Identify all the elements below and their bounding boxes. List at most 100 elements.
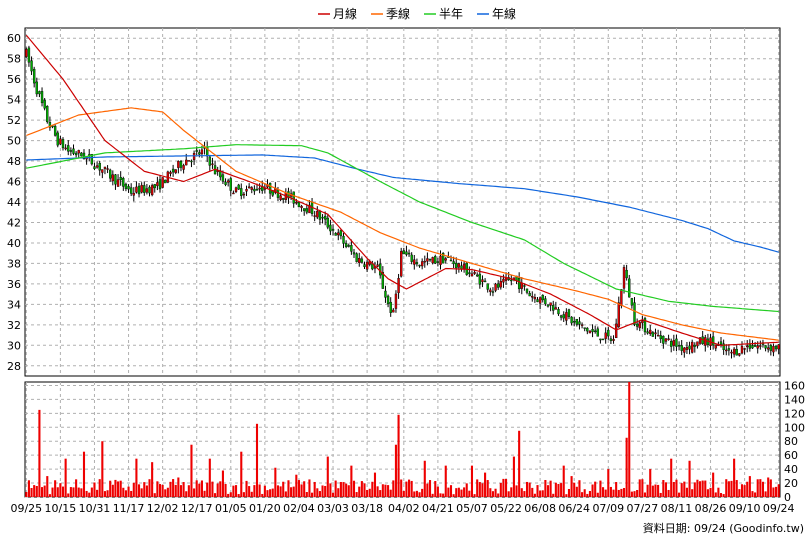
volume-bar <box>510 487 513 497</box>
volume-bar <box>358 486 361 497</box>
price-tick-label: 52 <box>7 114 21 127</box>
volume-bar <box>413 491 416 497</box>
candle-body <box>499 281 502 288</box>
volume-bar <box>622 488 626 497</box>
candle-body <box>426 258 429 262</box>
candle-body <box>654 332 657 335</box>
volume-bar <box>240 451 243 497</box>
volume-bar <box>518 430 521 497</box>
candle-body <box>43 100 46 109</box>
volume-bar <box>717 487 720 497</box>
candle-body <box>255 188 259 191</box>
volume-bar <box>651 485 654 497</box>
volume-bar <box>305 492 308 497</box>
volume-bar <box>33 485 36 497</box>
volume-bar <box>421 488 424 497</box>
volume-bar <box>609 486 612 497</box>
candle-body <box>208 156 212 166</box>
volume-bar <box>117 481 120 497</box>
candle-body <box>727 348 731 351</box>
candle-body <box>253 188 256 192</box>
candle-body <box>30 60 33 72</box>
candle-body <box>746 345 749 348</box>
candle-body <box>358 258 361 263</box>
volume-bar <box>667 489 670 497</box>
date-tick-label: 03/18 <box>351 502 383 515</box>
candle-body <box>64 147 67 150</box>
volume-bar <box>740 484 744 497</box>
candle-body <box>651 332 655 337</box>
candle-body <box>680 345 683 351</box>
candle-body <box>423 260 426 263</box>
candle-body <box>221 174 225 182</box>
volume-bar <box>360 481 363 497</box>
volume-bar <box>478 482 481 497</box>
candle-body <box>609 338 613 341</box>
volume-bar <box>604 489 607 497</box>
volume-bar <box>685 487 688 497</box>
price-tick-label: 30 <box>7 339 21 352</box>
volume-bar <box>308 479 311 497</box>
volume-bar <box>706 489 709 497</box>
volume-bar <box>410 480 413 497</box>
volume-bar <box>311 492 314 497</box>
volume-bar <box>549 480 552 497</box>
legend-label: 半年 <box>439 7 463 21</box>
candle-body <box>777 344 780 350</box>
volume-bar <box>77 487 80 497</box>
candle-body <box>722 343 725 350</box>
candle-body <box>554 307 558 310</box>
legend-label: 月線 <box>333 6 357 21</box>
volume-bar <box>195 480 198 497</box>
volume-bar <box>318 491 321 497</box>
candle-body <box>662 335 665 344</box>
candle-body <box>211 163 214 165</box>
volume-bar <box>339 482 342 497</box>
volume-bar <box>342 482 345 497</box>
candle-body <box>743 348 746 350</box>
candle-body <box>355 253 358 262</box>
legend-label: 季線 <box>386 6 410 21</box>
candle-body <box>150 185 154 196</box>
volume-bar <box>759 479 762 497</box>
volume-bar <box>303 481 306 497</box>
volume-bar <box>743 485 746 497</box>
volume-bar <box>769 479 772 497</box>
candle-body <box>182 165 185 170</box>
volume-bar <box>628 382 631 497</box>
candle-body <box>323 215 327 220</box>
candle-body <box>337 232 340 236</box>
volume-bar <box>554 482 557 497</box>
date-tick-label: 03/03 <box>317 502 349 515</box>
volume-bar <box>657 484 660 497</box>
volume-bar <box>573 482 576 497</box>
volume-bar <box>109 480 112 497</box>
candle-body <box>562 314 565 319</box>
volume-bar <box>255 423 259 497</box>
candle-body <box>334 233 337 236</box>
volume-bar <box>756 479 759 497</box>
candle-body <box>158 179 162 190</box>
volume-bar <box>633 491 636 497</box>
candle-body <box>69 150 73 152</box>
candle-body <box>659 335 662 340</box>
volume-bar <box>484 472 487 497</box>
volume-bar <box>560 483 563 497</box>
volume-bar <box>54 480 57 497</box>
volume-bar <box>730 480 733 497</box>
candle-body <box>195 150 198 152</box>
volume-bar <box>397 414 400 497</box>
candle-body <box>596 328 599 337</box>
volume-bar <box>408 479 411 497</box>
volume-bar <box>719 493 723 497</box>
volume-bar <box>203 490 206 497</box>
price-tick-label: 58 <box>7 53 21 66</box>
volume-bar <box>67 493 70 497</box>
volume-bar <box>368 488 371 497</box>
candle-body <box>109 169 112 179</box>
candle-body <box>486 283 489 290</box>
volume-bar <box>376 486 379 497</box>
candle-body <box>72 148 75 154</box>
candle-body <box>80 152 83 157</box>
volume-bar <box>570 476 573 497</box>
